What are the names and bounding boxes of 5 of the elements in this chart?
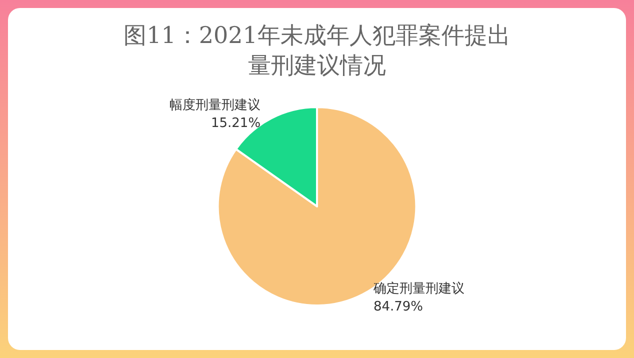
data-label: 15.21%: [210, 116, 261, 132]
slice-label: 确定刑量刑建议: [372, 281, 464, 296]
data-label: 84.79%: [373, 299, 424, 314]
chart-title: 图11：2021年未成年人犯罪案件提出量刑建议情况: [124, 23, 510, 79]
slice-label: 幅度刑量刑建议: [170, 97, 261, 114]
